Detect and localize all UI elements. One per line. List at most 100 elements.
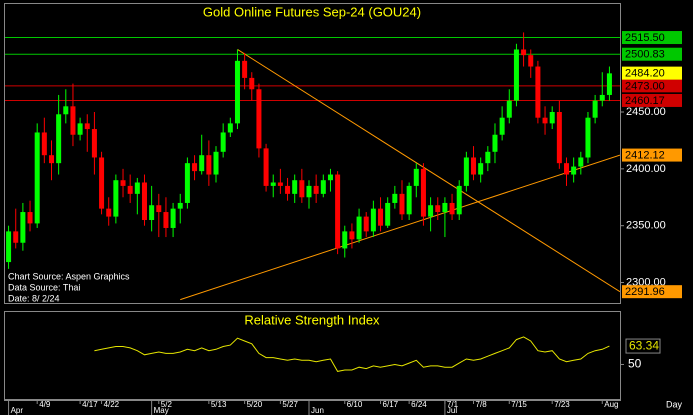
candle-body (299, 180, 305, 198)
level-label: 2460.17 (625, 95, 665, 107)
candle-body (485, 151, 491, 164)
x-tick-label: 6/10 (347, 400, 363, 409)
candle-body (528, 55, 534, 67)
trendline-label-box (622, 285, 682, 299)
candle-body (449, 202, 455, 215)
candle-body (91, 129, 97, 158)
candle-body (492, 134, 498, 152)
candle-body (163, 212, 169, 228)
y-tick-label: 2450.00 (626, 106, 666, 118)
month-label: Apr (11, 406, 24, 415)
candle-body (263, 148, 269, 186)
annotation: Date: 8/ 2/24 (8, 293, 60, 303)
level-label-box (622, 47, 682, 61)
candle-body (234, 60, 240, 124)
last-price: 2484.20 (625, 68, 665, 80)
candle-body (56, 114, 62, 164)
candle-body (242, 60, 248, 78)
candle-body (192, 163, 198, 172)
x-tick-label: 5/13 (211, 400, 227, 409)
candle-body (592, 100, 598, 118)
candle-body (177, 202, 183, 209)
candle-body (77, 123, 83, 135)
x-tick-label: 5/27 (282, 400, 298, 409)
x-tick-label: 7/23 (554, 400, 570, 409)
candle-body (342, 231, 348, 249)
last-price-box (622, 66, 682, 80)
candle-body (6, 231, 12, 263)
candle-body (34, 132, 40, 224)
candle-body (134, 182, 140, 194)
x-tick-label: 5/20 (247, 400, 263, 409)
annotation: Data Source: Thai (8, 282, 80, 292)
candle-body (571, 166, 577, 175)
candle-body (599, 94, 605, 101)
candle-body (313, 185, 319, 194)
candle-body (270, 182, 276, 186)
rsi-line (94, 336, 610, 372)
y-tick-label: 2400.00 (626, 163, 666, 175)
candle-body (542, 117, 548, 124)
candle-body (127, 185, 133, 194)
candle-body (120, 180, 126, 186)
candle-body (499, 117, 505, 135)
candle-body (556, 112, 562, 164)
x-tick-label: 7/1 (447, 400, 459, 409)
x-tick-label: 4/22 (104, 400, 120, 409)
x-tick-label: 4/9 (39, 400, 51, 409)
candle-body (213, 151, 219, 175)
candle-body (256, 89, 262, 149)
candle-body (378, 208, 384, 226)
candle-body (420, 168, 426, 217)
rsi-last-label: 63.34 (629, 339, 659, 353)
trendline (237, 49, 620, 293)
candle-body (406, 185, 412, 215)
level-label: 2515.50 (625, 32, 665, 44)
x-tick-label: 6/17 (383, 400, 399, 409)
candle-body (478, 163, 484, 175)
level-label-box (622, 79, 682, 93)
x-tick-label: 7/15 (511, 400, 527, 409)
candle-body (435, 205, 441, 213)
candle-body (413, 168, 419, 186)
level-label-box (622, 31, 682, 45)
candle-body (513, 49, 519, 101)
candle-body (471, 157, 477, 175)
candle-body (327, 174, 333, 181)
candle-body (456, 185, 462, 215)
candle-body (149, 205, 155, 221)
candle-body (249, 77, 255, 90)
level-label: 2473.00 (625, 80, 665, 92)
candle-body (306, 185, 312, 198)
candle-body (277, 182, 283, 186)
candle-body (184, 163, 190, 203)
candle-body (13, 231, 19, 243)
annotation: Chart Source: Aspen Graphics (8, 271, 130, 281)
rsi-panel (4, 311, 621, 400)
level-label-box (622, 93, 682, 107)
trendline-label-box (622, 148, 682, 162)
candle-body (285, 185, 291, 194)
level-label: 2500.83 (625, 49, 665, 61)
candle-body (220, 132, 226, 152)
trendline-label: 2412.12 (625, 149, 665, 161)
candle-body (48, 155, 54, 164)
candle-body (335, 174, 341, 249)
chart-title: Gold Online Futures Sep-24 (GOU24) (203, 4, 421, 19)
candle-body (606, 73, 612, 95)
x-tick-label: 4/17 (82, 400, 98, 409)
candle-body (521, 49, 527, 56)
candle-body (84, 123, 90, 130)
candle-body (292, 180, 298, 194)
candle-body (170, 208, 176, 228)
candle-body (549, 112, 555, 124)
candle-body (399, 193, 405, 215)
month-label: Jun (311, 406, 324, 415)
x-tick-label: Aug (604, 400, 618, 409)
candle-body (106, 208, 112, 217)
price-panel (4, 3, 621, 304)
candle-body (442, 202, 448, 213)
candle-body (156, 205, 162, 213)
month-label: Jul (447, 406, 457, 415)
